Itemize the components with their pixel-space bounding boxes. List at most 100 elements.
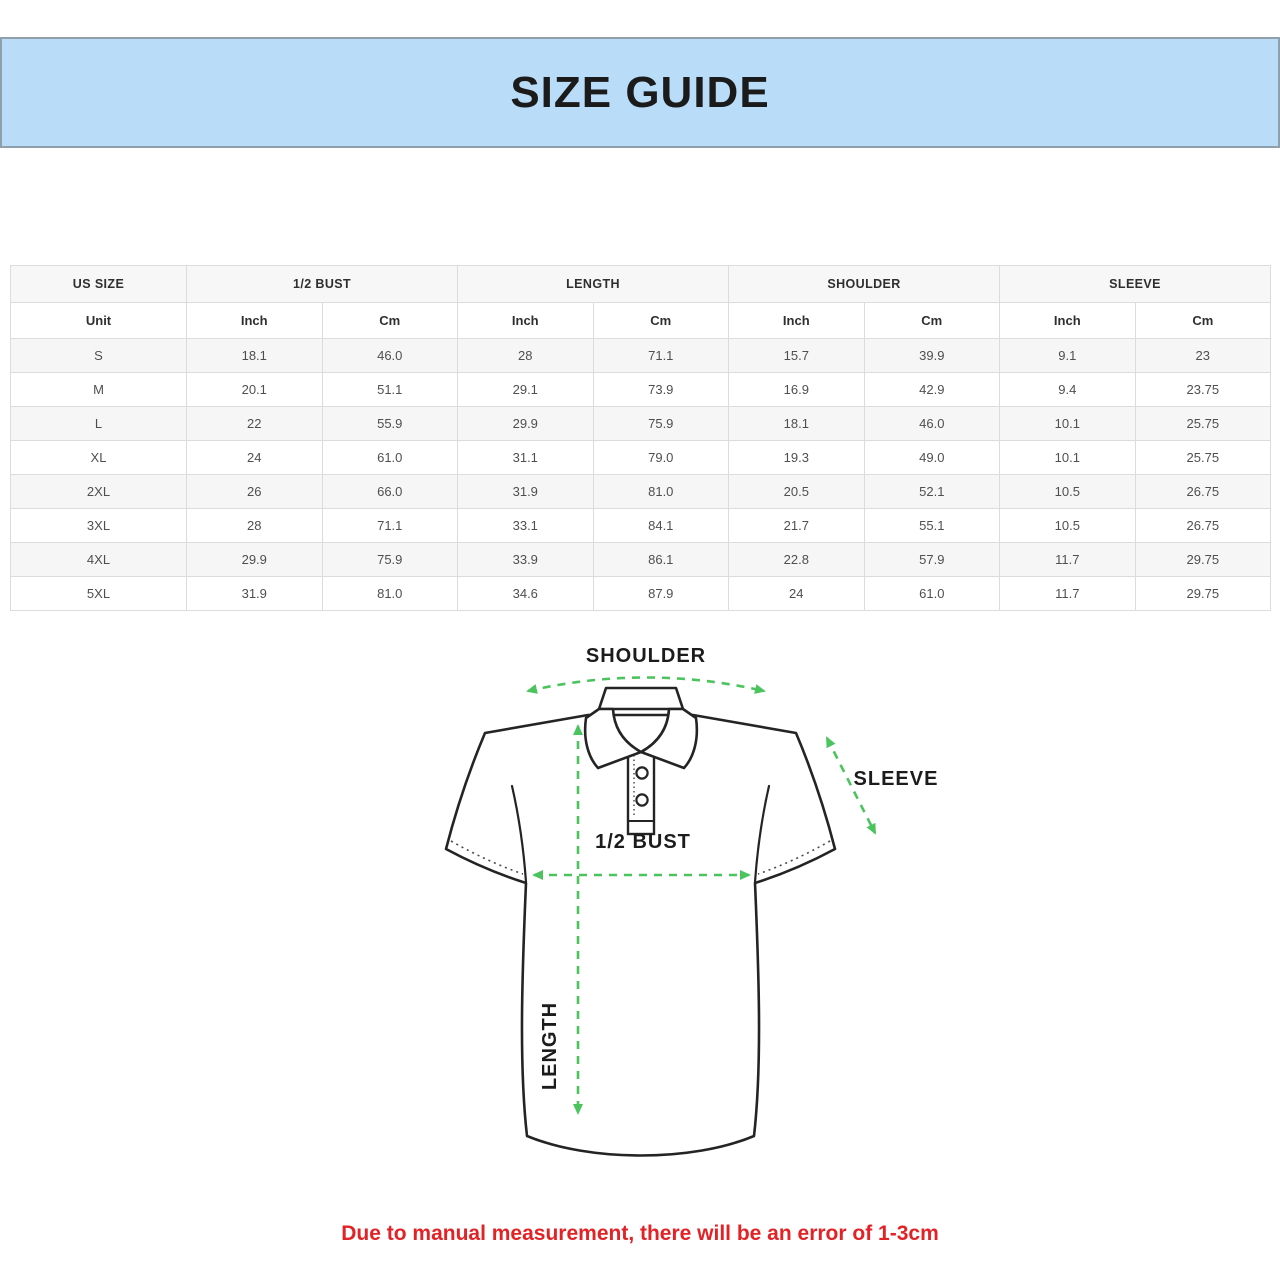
table-row: 3XL 28 71.1 33.1 84.1 21.7 55.1 10.5 26.75 [10, 508, 1272, 543]
unit-header-cell: Inch [457, 302, 594, 339]
group-header-cell: US SIZE [10, 265, 187, 303]
measurement-cell: 51.1 [321, 372, 459, 407]
measurement-cell: 29.75 [1134, 576, 1272, 611]
measurement-cell: 61.0 [321, 440, 459, 475]
table-row: 5XL 31.9 81.0 34.6 87.9 24 61.0 11.7 29.75 [10, 576, 1272, 611]
measurement-cell: 21.7 [728, 508, 865, 543]
measurement-note: Due to manual measurement, there will be… [341, 1222, 939, 1245]
unit-header-cell: Cm [1134, 302, 1272, 339]
unit-header-cell: Cm [592, 302, 730, 339]
size-chart-body: S 18.1 46.0 28 71.1 15.7 39.9 9.1 23 M 20.1 51.1 29.… [10, 338, 1272, 611]
size-chart-table: US SIZE 1/2 BUST LENGTH SHOULDER SLEEVE Unit… [10, 265, 1272, 611]
group-header-cell: SHOULDER [728, 265, 1001, 303]
measurement-cell: 22.8 [728, 542, 865, 577]
measurement-cell: 81.0 [592, 474, 730, 509]
collar [583, 686, 699, 770]
measurement-cell: 61.0 [863, 576, 1001, 611]
measurement-cell: 11.7 [999, 576, 1136, 611]
measurement-cell: 81.0 [321, 576, 459, 611]
measurement-cell: 55.1 [863, 508, 1001, 543]
group-header-cell: 1/2 BUST [185, 265, 459, 303]
unit-header-cell: Cm [321, 302, 459, 339]
group-header-row: US SIZE 1/2 BUST LENGTH SHOULDER SLEEVE [10, 265, 1272, 303]
measurement-cell: 39.9 [863, 338, 1001, 373]
unit-header-cell: Inch [186, 302, 323, 339]
measurement-cell: 33.9 [457, 542, 594, 577]
button-bottom [635, 793, 649, 807]
measurement-cell: 20.1 [186, 372, 323, 407]
measurement-cell: 25.75 [1134, 440, 1272, 475]
measurement-cell: 22 [186, 406, 323, 441]
measurement-cell: 10.1 [999, 440, 1136, 475]
measurement-cell: 26.75 [1134, 474, 1272, 509]
measurement-cell: 26.75 [1134, 508, 1272, 543]
measurement-cell: 52.1 [863, 474, 1001, 509]
measurement-cell: 25.75 [1134, 406, 1272, 441]
size-label-cell: 3XL [10, 508, 187, 543]
size-label-cell: S [10, 338, 187, 373]
group-header-cell: SLEEVE [999, 265, 1272, 303]
measurement-cell: 42.9 [863, 372, 1001, 407]
measurement-cell: 10.5 [999, 474, 1136, 509]
sleeve-arrow [825, 736, 877, 835]
size-chart-header: US SIZE 1/2 BUST LENGTH SHOULDER SLEEVE Unit… [10, 265, 1272, 339]
measurement-cell: 86.1 [592, 542, 730, 577]
measurement-cell: 66.0 [321, 474, 459, 509]
polo-shirt-diagram: SHOULDER SLEEVE 1/2 BUST LENGTH [444, 645, 937, 1157]
measurement-arrows [526, 676, 877, 1115]
table-row: S 18.1 46.0 28 71.1 15.7 39.9 9.1 23 [10, 338, 1272, 373]
measurement-cell: 10.1 [999, 406, 1136, 441]
measurement-cell: 18.1 [728, 406, 865, 441]
measurement-cell: 49.0 [863, 440, 1001, 475]
table-row: L 22 55.9 29.9 75.9 18.1 46.0 10.1 25.75 [10, 406, 1272, 441]
measurement-cell: 84.1 [592, 508, 730, 543]
measurement-cell: 33.1 [457, 508, 594, 543]
unit-header-row: Unit Inch Cm Inch Cm Inch Cm Inch Cm [10, 302, 1272, 339]
measurement-cell: 29.1 [457, 372, 594, 407]
shoulder-arrow [526, 676, 766, 694]
measurement-cell: 57.9 [863, 542, 1001, 577]
sleeve-stitch-lines [450, 840, 831, 875]
measurement-cell: 26 [186, 474, 323, 509]
measurement-cell: 31.9 [186, 576, 323, 611]
measurement-cell: 23.75 [1134, 372, 1272, 407]
placket [626, 750, 656, 836]
measurement-cell: 18.1 [186, 338, 323, 373]
measurement-cell: 24 [186, 440, 323, 475]
shoulder-label: SHOULDER [586, 645, 706, 667]
measurement-cell: 55.9 [321, 406, 459, 441]
measurement-cell: 28 [186, 508, 323, 543]
group-header-cell: LENGTH [457, 265, 730, 303]
bust-label: 1/2 BUST [595, 831, 691, 853]
measurement-cell: 71.1 [592, 338, 730, 373]
measurement-cell: 46.0 [863, 406, 1001, 441]
measurement-cell: 75.9 [321, 542, 459, 577]
table-row: M 20.1 51.1 29.1 73.9 16.9 42.9 9.4 23.75 [10, 372, 1272, 407]
size-label-cell: XL [10, 440, 187, 475]
measurement-cell: 79.0 [592, 440, 730, 475]
size-label-cell: 2XL [10, 474, 187, 509]
unit-header-cell: Cm [863, 302, 1001, 339]
measurement-cell: 29.9 [457, 406, 594, 441]
table-row: 4XL 29.9 75.9 33.9 86.1 22.8 57.9 11.7 29.75 [10, 542, 1272, 577]
measurement-cell: 29.75 [1134, 542, 1272, 577]
page-title: SIZE GUIDE [510, 67, 770, 117]
measurement-cell: 87.9 [592, 576, 730, 611]
measurement-cell: 19.3 [728, 440, 865, 475]
measurement-cell: 16.9 [728, 372, 865, 407]
size-label-cell: M [10, 372, 187, 407]
measurement-cell: 73.9 [592, 372, 730, 407]
measurement-cell: 24 [728, 576, 865, 611]
measurement-cell: 31.9 [457, 474, 594, 509]
measurement-cell: 31.1 [457, 440, 594, 475]
size-label-cell: 5XL [10, 576, 187, 611]
size-label-cell: L [10, 406, 187, 441]
measurement-cell: 28 [457, 338, 594, 373]
measurement-cell: 9.1 [999, 338, 1136, 373]
measurement-cell: 29.9 [186, 542, 323, 577]
size-label-cell: 4XL [10, 542, 187, 577]
button-top [635, 766, 649, 780]
unit-header-cell: Unit [10, 302, 187, 339]
measurement-cell: 34.6 [457, 576, 594, 611]
polo-shirt-outline [444, 713, 837, 1157]
